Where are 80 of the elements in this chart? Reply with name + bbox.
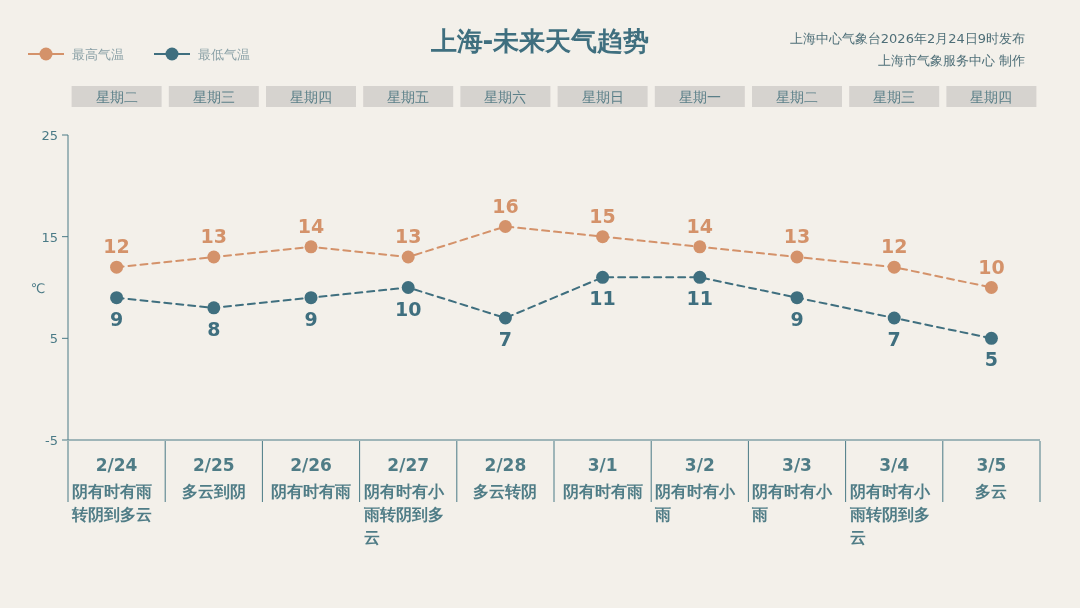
point — [887, 260, 901, 274]
chart-title: 上海-未来天气趋势 — [429, 26, 650, 56]
data-label: 7 — [887, 328, 901, 350]
text: 多云转阴 — [473, 482, 538, 501]
data-label: 14 — [297, 214, 325, 237]
x-tick-label: 3/1 — [587, 455, 618, 475]
data-label: 5 — [984, 348, 999, 371]
point — [984, 331, 998, 345]
point — [207, 250, 221, 264]
data-label: 9 — [304, 307, 318, 330]
data-label: 7 — [498, 328, 513, 350]
point — [984, 281, 998, 294]
data-label: 15 — [589, 204, 616, 227]
text: 星期四 — [970, 89, 1013, 105]
point — [596, 270, 610, 284]
data-label: 14 — [686, 214, 714, 237]
x-tick-label: 2/24 — [95, 455, 138, 475]
text: 多云到阴 — [181, 482, 246, 501]
x-tick-label: 2/25 — [192, 455, 235, 475]
point — [498, 220, 512, 233]
x-tick-label: 2/26 — [290, 455, 332, 475]
point — [693, 240, 707, 254]
text: 星期五 — [387, 89, 430, 105]
legend-label: 最低气温 — [198, 47, 250, 62]
point — [887, 311, 901, 325]
data-label: 11 — [686, 287, 714, 310]
point — [790, 250, 804, 264]
point — [304, 291, 318, 305]
legend-label: 最高气温 — [72, 47, 124, 62]
data-label: 13 — [783, 225, 811, 247]
text: 多云 — [975, 482, 1008, 501]
data-label: 13 — [394, 225, 422, 247]
point — [790, 291, 804, 305]
data-label: 10 — [394, 297, 422, 320]
text: 阴有时有雨 — [271, 482, 351, 501]
text: 阴有时有小雨 — [654, 482, 737, 524]
point — [110, 260, 124, 274]
text: 阴有时有小雨转阴到多云 — [362, 482, 445, 547]
data-label: 16 — [492, 194, 519, 217]
text: 星期二 — [776, 89, 818, 105]
y-tick-label: 25 — [41, 128, 58, 143]
data-label: 8 — [207, 317, 221, 340]
data-label: 13 — [200, 225, 228, 247]
point — [693, 270, 707, 284]
text: 星期日 — [581, 89, 624, 105]
y-tick-label: -5 — [45, 433, 58, 448]
text: 星期六 — [484, 89, 527, 105]
x-tick-label: 3/2 — [684, 455, 715, 475]
x-tick-label: 2/28 — [484, 455, 527, 475]
y-tick-label: 15 — [41, 229, 58, 245]
point — [304, 240, 318, 254]
text: 星期四 — [290, 89, 332, 105]
data-label: 9 — [790, 307, 804, 330]
x-tick-label: 3/4 — [879, 455, 910, 475]
y-tick-label: 5 — [49, 331, 58, 347]
y-axis-title: ℃ — [30, 280, 46, 296]
data-label: 10 — [978, 255, 1005, 278]
text: 星期三 — [192, 89, 235, 105]
text: 星期二 — [95, 89, 138, 105]
data-label: 12 — [103, 235, 130, 258]
text: 上海市气象服务中心 制作 — [877, 53, 1025, 68]
point — [401, 281, 415, 294]
text: 上海中心气象台2026年2月24日9时发布 — [789, 31, 1025, 46]
point — [596, 230, 610, 244]
data-label: 12 — [880, 235, 908, 258]
point — [498, 311, 512, 325]
data-label: 11 — [589, 287, 616, 310]
data-label: 9 — [109, 307, 124, 330]
point — [207, 301, 221, 315]
text: 阴有时有雨转阴到多云 — [71, 482, 152, 524]
text: 阴有时有小雨转阴到多云 — [848, 482, 931, 547]
x-tick-label: 3/3 — [782, 455, 812, 475]
text: 星期一 — [678, 89, 721, 105]
text: 星期三 — [873, 89, 916, 105]
point — [110, 291, 124, 305]
text: 阴有时有雨 — [562, 482, 643, 501]
text: 阴有时有小雨 — [751, 482, 834, 524]
x-tick-label: 2/27 — [387, 455, 430, 475]
x-tick-label: 3/5 — [976, 455, 1007, 475]
point — [401, 250, 415, 264]
